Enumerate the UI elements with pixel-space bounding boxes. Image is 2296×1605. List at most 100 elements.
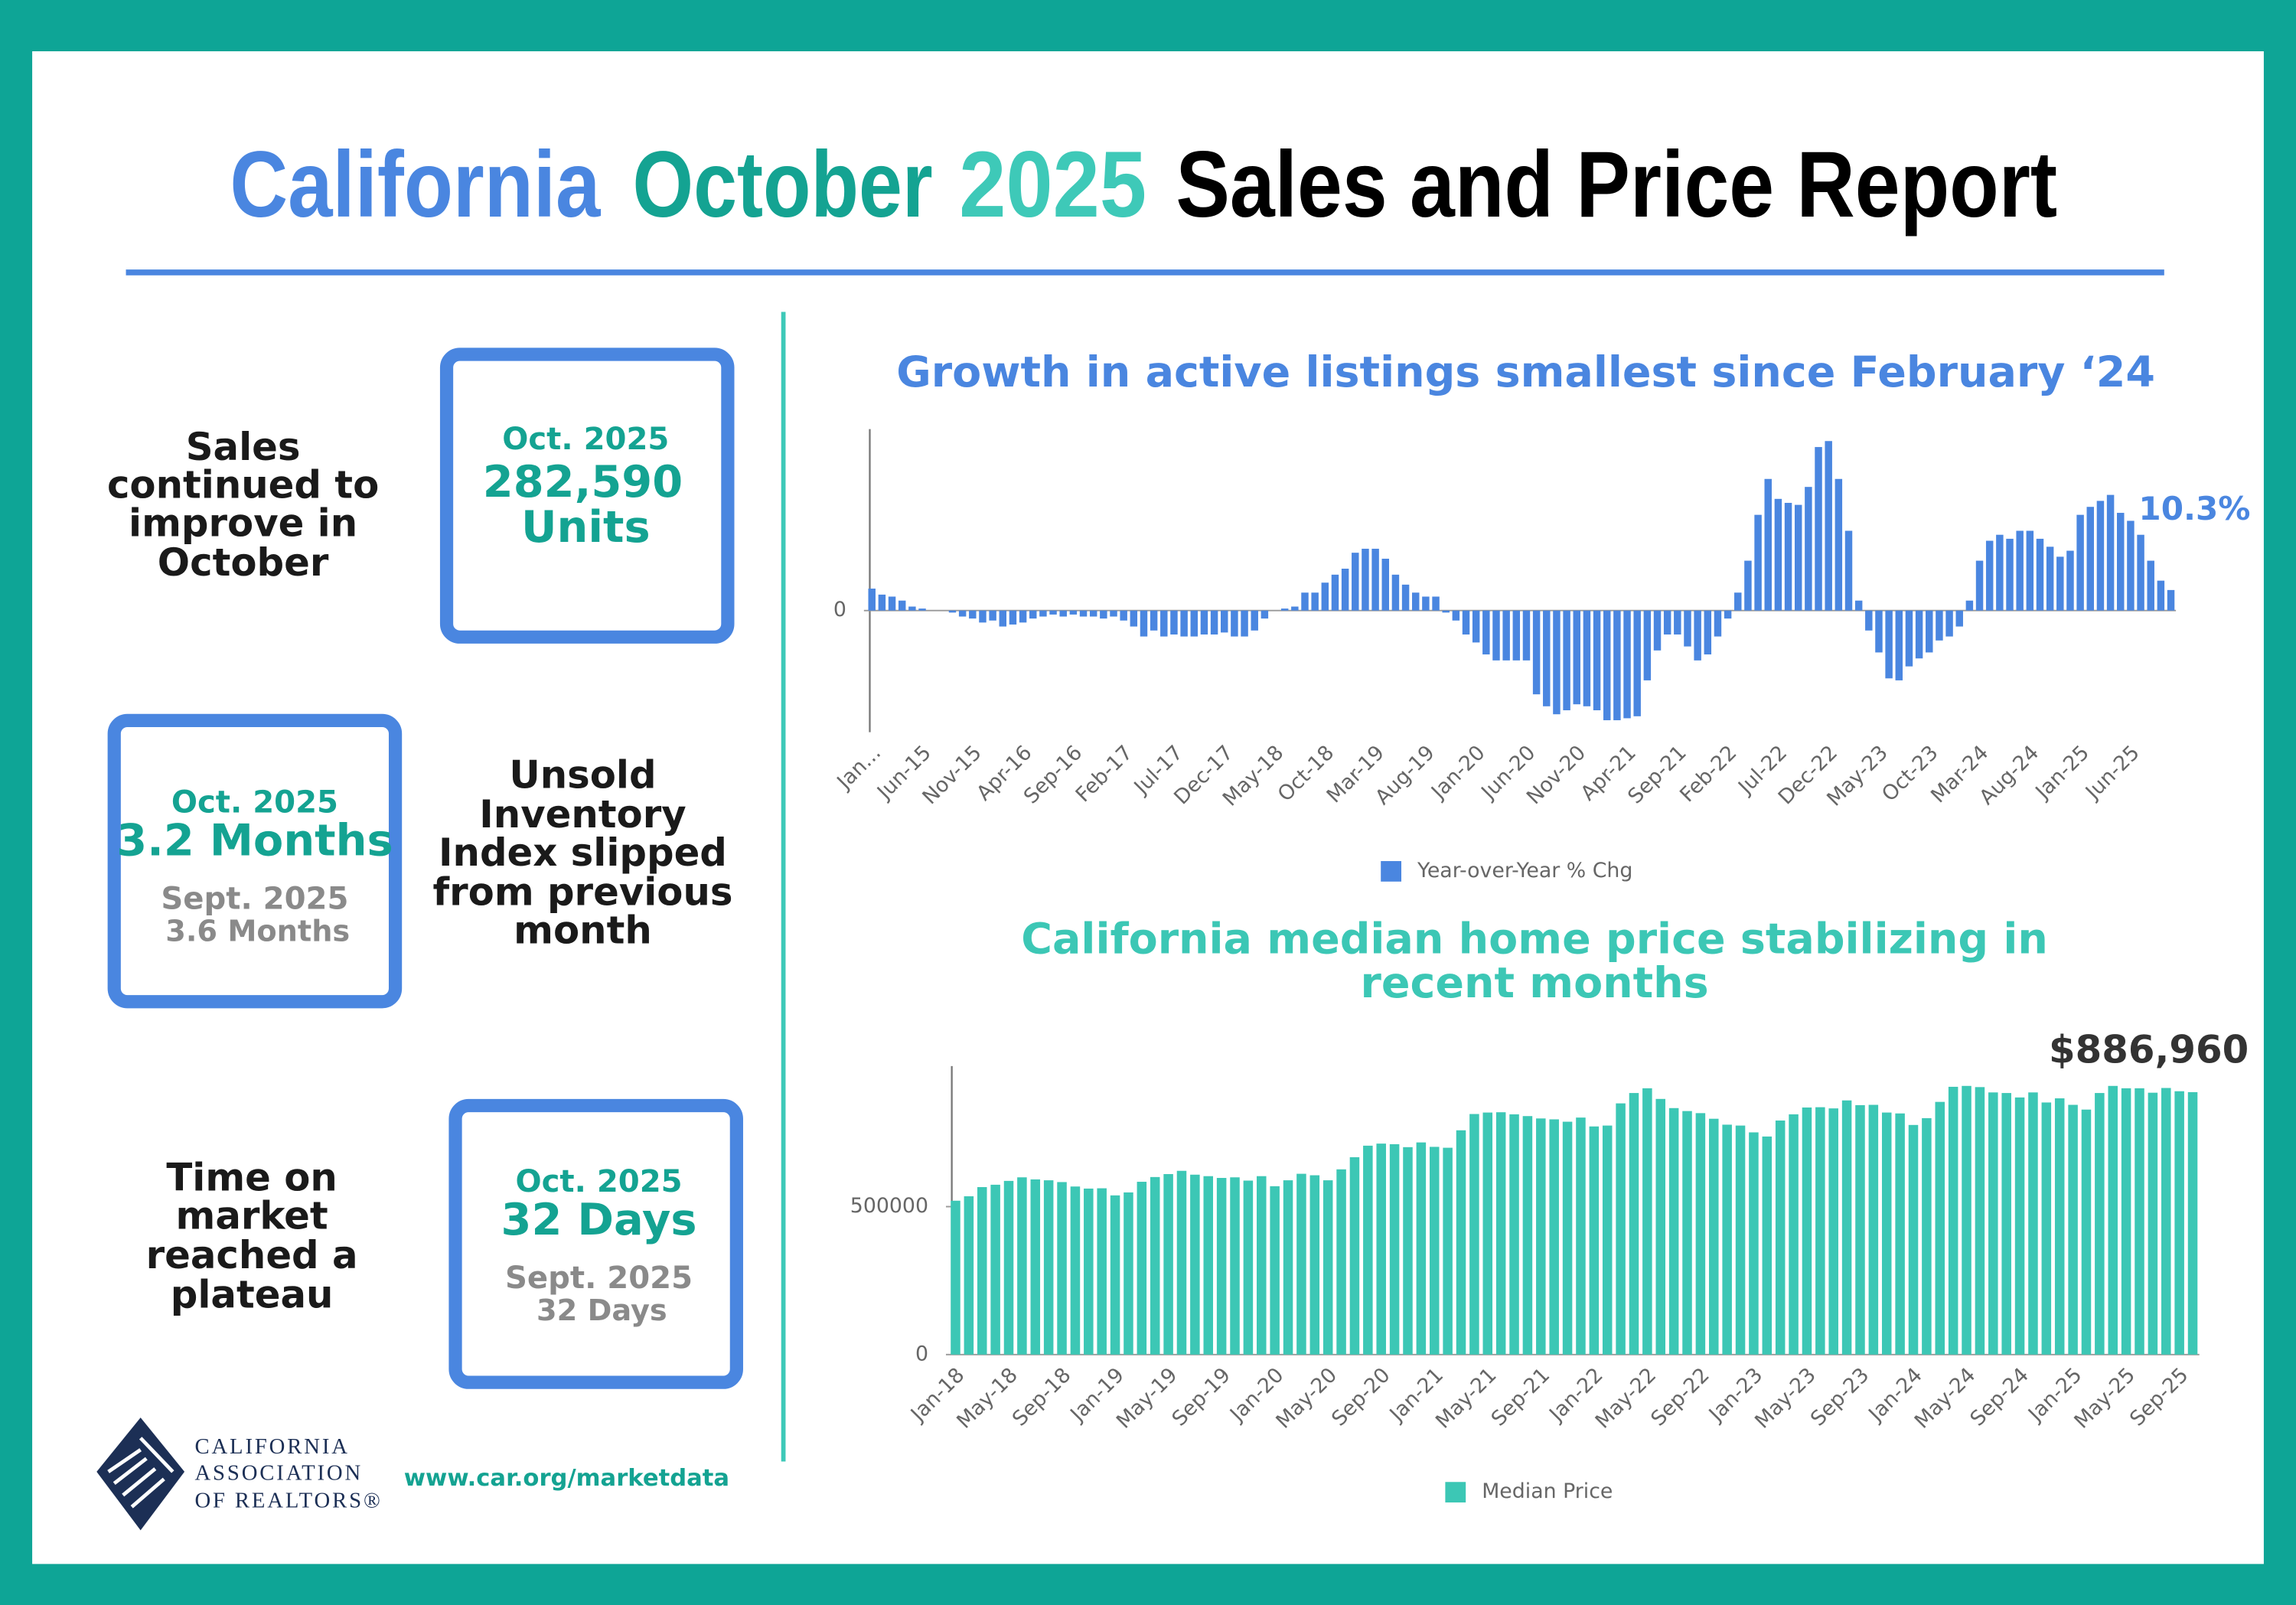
bar (1039, 610, 1047, 617)
bar (1363, 1145, 1373, 1355)
bar (1110, 610, 1117, 617)
bar (1482, 610, 1490, 655)
bar (1150, 610, 1158, 631)
bar (1553, 610, 1561, 715)
bar (1331, 574, 1339, 611)
box-heading: Oct. 2025 (502, 422, 669, 457)
bar (2076, 514, 2084, 611)
bar (1469, 1114, 1479, 1355)
bar (1163, 1173, 1173, 1355)
bar (1532, 610, 1541, 695)
logo-mark (96, 1417, 185, 1531)
bar (1110, 1195, 1120, 1355)
bar (1945, 610, 1953, 637)
bar (1695, 1113, 1706, 1355)
bar (1403, 1147, 1413, 1355)
bar (888, 596, 896, 611)
bar (1926, 610, 1933, 653)
box-previous: 3.6 Months (165, 914, 350, 948)
bar (1975, 1087, 1985, 1355)
bar (1668, 1108, 1679, 1355)
bar (1985, 540, 1994, 611)
bar (1059, 610, 1067, 617)
bar (1401, 584, 1410, 611)
bar (1079, 610, 1088, 617)
bar (1965, 600, 1974, 611)
bar (1362, 548, 1369, 611)
bar (1389, 1143, 1400, 1355)
bar (1613, 610, 1621, 721)
bar (2108, 1085, 2118, 1355)
bar (969, 610, 977, 619)
title-part: Sales and Price Report (1176, 132, 2057, 237)
bar (2157, 580, 2165, 611)
legend-label: Year-over-Year % Chg (1417, 859, 1632, 882)
bar (1509, 1114, 1519, 1355)
bar (2006, 538, 2014, 611)
bar (1603, 610, 1611, 721)
box-previous: 32 Days (536, 1293, 667, 1328)
bar (2096, 501, 2105, 611)
bar (1774, 498, 1782, 611)
bar (2086, 507, 2095, 611)
bar (2095, 1093, 2105, 1355)
bar (1416, 1142, 1427, 1355)
bar (1019, 610, 1027, 623)
bar (1124, 1192, 1133, 1355)
bar (1704, 610, 1712, 655)
bar (1589, 1126, 1600, 1355)
bar (2081, 1109, 2092, 1355)
bar (1905, 610, 1913, 667)
bar (2016, 530, 2024, 611)
box-previous: Sept. 2025 (161, 882, 348, 917)
bar (1764, 478, 1772, 611)
bar (1908, 1124, 1919, 1355)
bar (1663, 610, 1671, 634)
bar (1462, 610, 1470, 634)
bar (948, 610, 957, 613)
bar (908, 606, 916, 611)
box-value: 32 Days (501, 1194, 697, 1245)
bar (1642, 1088, 1652, 1355)
panel-note: Time on (166, 1156, 337, 1200)
bar (1855, 1104, 1865, 1355)
bar (1270, 1186, 1280, 1355)
bar (1030, 1179, 1041, 1355)
bar (1049, 610, 1057, 615)
legend-swatch (1445, 1482, 1466, 1503)
bar (1137, 1182, 1147, 1355)
bar (1549, 1119, 1559, 1355)
bar (1825, 441, 1832, 611)
bar (1180, 610, 1188, 637)
chart-title: recent months (1360, 959, 1708, 1008)
bar (2028, 1092, 2038, 1355)
box-value: 3.2 Months (116, 815, 393, 866)
y-tick-label: 500000 (850, 1194, 928, 1218)
legend-swatch (1381, 861, 1401, 882)
logo-stripes (107, 1437, 174, 1509)
bar (1495, 1112, 1506, 1355)
bar (1443, 1147, 1453, 1355)
bar (1962, 1085, 1971, 1355)
bar (1881, 1112, 1892, 1355)
bar (1257, 1176, 1267, 1355)
bar (898, 600, 906, 611)
bar (1955, 610, 1963, 627)
panel-note: Sales (186, 425, 301, 469)
bar (1371, 548, 1379, 611)
panel-box (439, 347, 735, 644)
bar (2187, 1091, 2198, 1355)
bar (1089, 610, 1097, 617)
bar (1057, 1182, 1067, 1355)
bar (1100, 610, 1107, 619)
bar (1709, 1118, 1719, 1355)
bar (1456, 1130, 1466, 1355)
box-value: 282,590 (483, 456, 683, 507)
logo-text: OF REALTORS® (194, 1489, 382, 1513)
bar (951, 1200, 960, 1355)
bar (2036, 538, 2044, 611)
bar (2121, 1088, 2131, 1355)
bar (868, 589, 876, 611)
title-part: October (633, 132, 933, 237)
